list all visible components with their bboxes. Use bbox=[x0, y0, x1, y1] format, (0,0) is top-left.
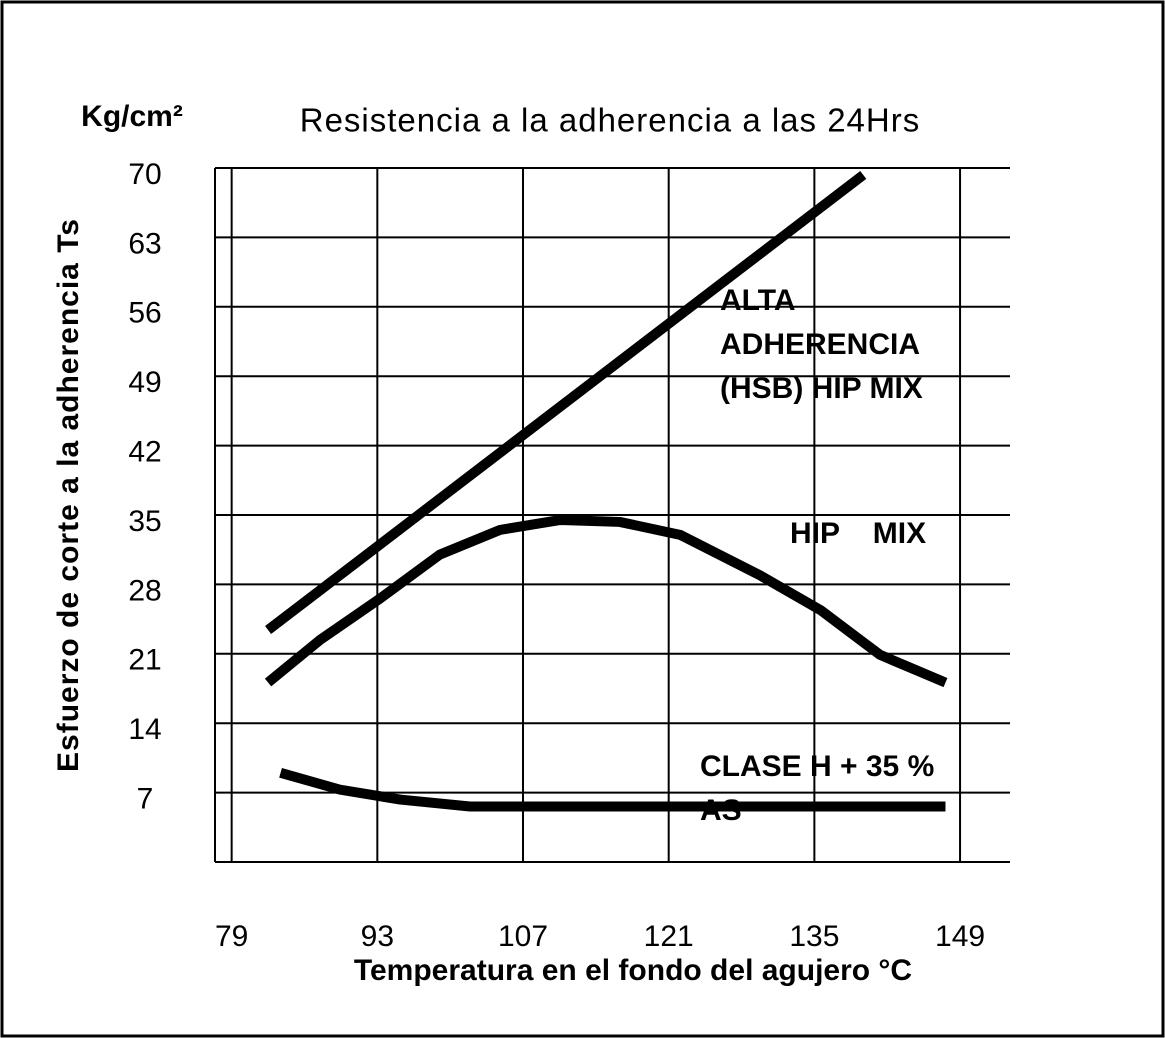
y-tick-label: 63 bbox=[128, 227, 161, 260]
chart-title: Resistencia a la adherencia a las 24Hrs bbox=[300, 102, 920, 139]
y-tick-label: 42 bbox=[128, 436, 161, 469]
y-tick-label: 35 bbox=[128, 505, 161, 538]
y-tick-label: 7 bbox=[137, 783, 154, 816]
annotation: CLASE H + 35 % bbox=[700, 750, 934, 783]
y-unit: Kg/cm² bbox=[81, 100, 183, 133]
x-tick-label: 107 bbox=[498, 920, 548, 953]
x-tick-label: 135 bbox=[789, 920, 839, 953]
y-tick-label: 49 bbox=[128, 366, 161, 399]
y-tick-label: 21 bbox=[128, 644, 161, 677]
line bbox=[265, 170, 867, 634]
x-tick-label: 149 bbox=[935, 920, 985, 953]
y-axis-label: Esfuerzo de corte a la adherencia Ts bbox=[52, 218, 85, 772]
annotation: ADHERENCIA bbox=[720, 328, 920, 361]
annotation: (HSB) HIP MIX bbox=[720, 372, 923, 405]
x-tick-label: 79 bbox=[215, 920, 248, 953]
x-tick-label: 121 bbox=[644, 920, 694, 953]
y-tick-label: 14 bbox=[128, 713, 161, 746]
y-tick-label: 56 bbox=[128, 297, 161, 330]
annotation: ALTA bbox=[720, 284, 796, 317]
annotation: AS bbox=[700, 794, 742, 827]
annotation: HIP MIX bbox=[790, 517, 926, 550]
x-axis-label: Temperatura en el fondo del agujero °C bbox=[354, 954, 912, 987]
line bbox=[264, 514, 948, 688]
x-tick-label: 93 bbox=[361, 920, 394, 953]
line bbox=[279, 767, 946, 812]
y-tick-label: 70 bbox=[128, 158, 161, 191]
y-tick-label: 28 bbox=[128, 574, 161, 607]
